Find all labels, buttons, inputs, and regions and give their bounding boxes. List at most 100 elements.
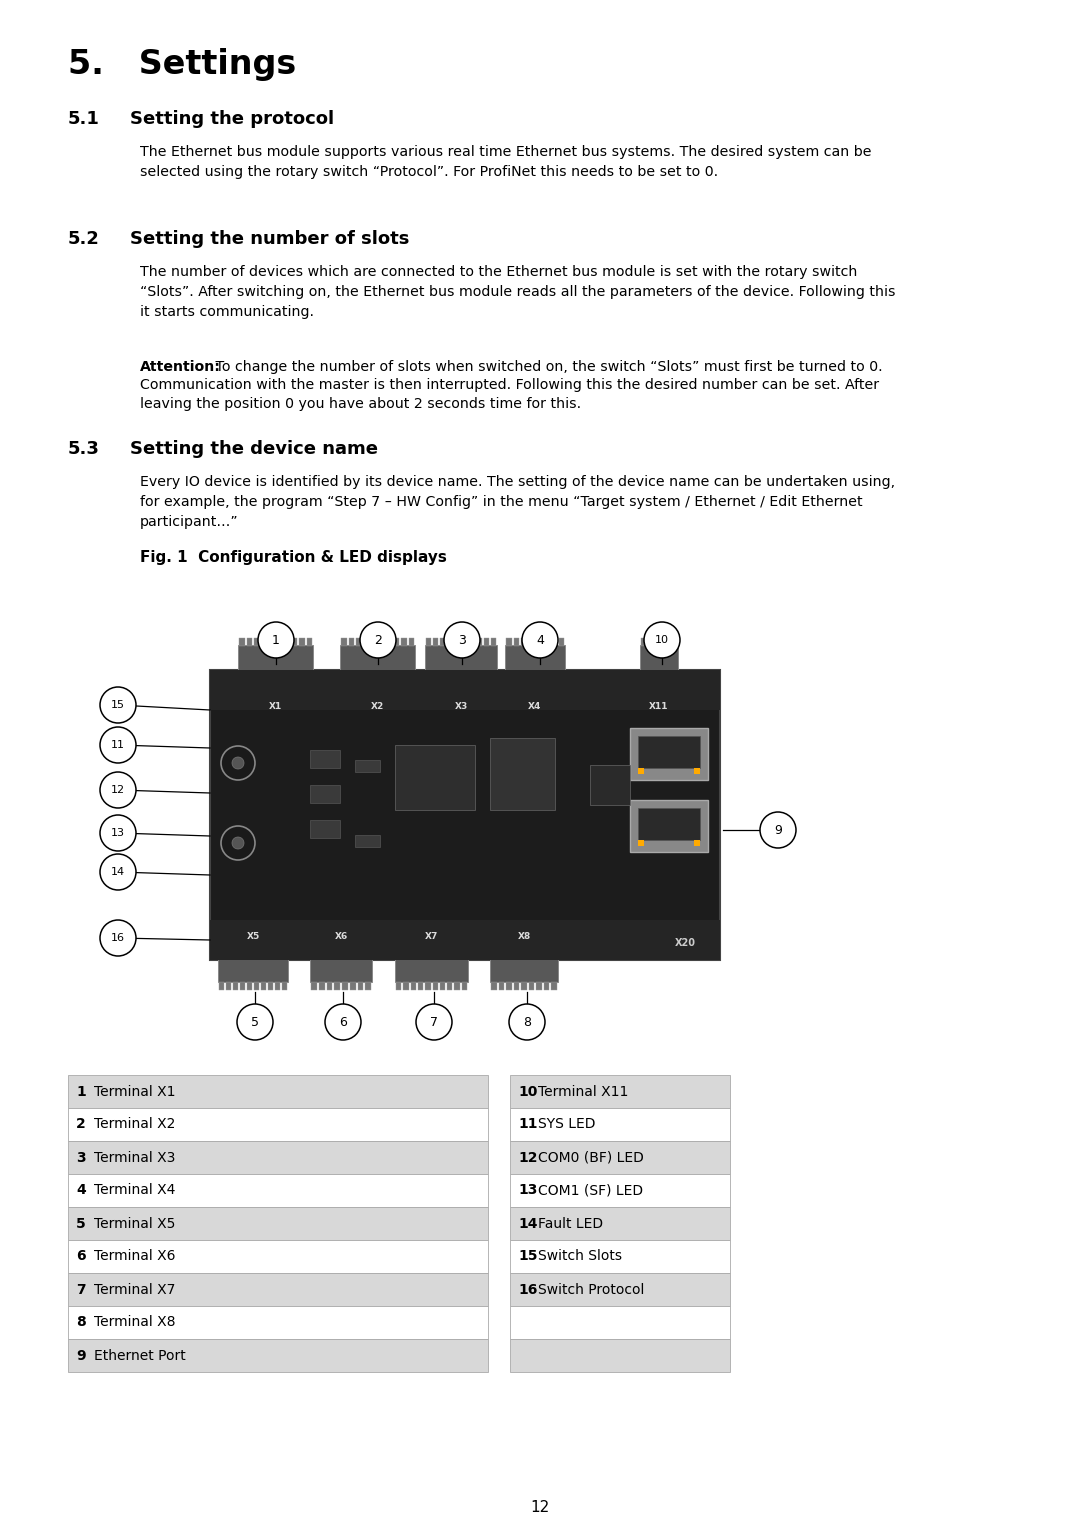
Text: 5.   Settings: 5. Settings	[68, 47, 296, 81]
Bar	[311, 982, 316, 989]
Text: 8: 8	[76, 1315, 85, 1330]
Bar	[522, 982, 527, 989]
Bar	[426, 644, 497, 672]
Bar	[395, 954, 468, 982]
Text: 2: 2	[374, 634, 382, 646]
Bar	[447, 638, 453, 646]
Bar	[510, 1274, 730, 1306]
Bar	[226, 982, 231, 989]
Text: 5: 5	[251, 1015, 259, 1029]
Circle shape	[232, 837, 244, 849]
Text: Fig. 1  Configuration & LED displays: Fig. 1 Configuration & LED displays	[140, 550, 447, 565]
Circle shape	[100, 854, 136, 890]
Bar	[590, 765, 630, 805]
Bar	[276, 638, 282, 646]
Bar	[469, 638, 474, 646]
Bar	[642, 638, 647, 646]
Bar	[544, 982, 550, 989]
Text: Attention:: Attention:	[140, 360, 221, 374]
Circle shape	[522, 621, 558, 658]
Bar	[510, 1339, 730, 1371]
Text: Ethernet Port: Ethernet Port	[94, 1348, 186, 1362]
Bar	[551, 638, 556, 646]
Text: 10: 10	[518, 1084, 538, 1098]
Bar	[210, 670, 720, 960]
Bar	[536, 638, 541, 646]
Bar	[507, 982, 512, 989]
Bar	[275, 982, 280, 989]
Bar	[357, 982, 363, 989]
Bar	[261, 638, 267, 646]
Text: Switch Protocol: Switch Protocol	[538, 1283, 645, 1296]
Bar	[408, 638, 414, 646]
Text: 7: 7	[76, 1283, 85, 1296]
Text: 13: 13	[518, 1183, 538, 1197]
Bar	[455, 638, 460, 646]
Bar	[349, 638, 354, 646]
Bar	[246, 638, 252, 646]
Text: 5.3: 5.3	[68, 440, 99, 458]
Bar	[426, 982, 431, 989]
Bar	[640, 644, 678, 672]
Bar	[630, 800, 708, 852]
Text: 11: 11	[111, 741, 125, 750]
Circle shape	[221, 826, 255, 860]
Text: X20: X20	[675, 938, 696, 948]
Bar	[254, 638, 259, 646]
Text: 12: 12	[530, 1500, 550, 1515]
Bar	[68, 1141, 488, 1174]
Text: 2: 2	[76, 1118, 85, 1132]
Text: 7: 7	[430, 1015, 438, 1029]
Bar	[393, 638, 399, 646]
Bar	[510, 1206, 730, 1240]
Text: X7: X7	[424, 931, 438, 941]
Text: Terminal X3: Terminal X3	[94, 1150, 175, 1165]
Text: leaving the position 0 you have about 2 seconds time for this.: leaving the position 0 you have about 2 …	[140, 397, 581, 411]
Bar	[355, 760, 380, 773]
Bar	[499, 982, 504, 989]
Text: 14: 14	[518, 1217, 538, 1231]
Bar	[441, 638, 446, 646]
Text: 10: 10	[654, 635, 669, 644]
Bar	[68, 1274, 488, 1306]
Text: 13: 13	[111, 828, 125, 838]
Bar	[664, 638, 670, 646]
Bar	[432, 982, 437, 989]
Text: 9: 9	[774, 823, 782, 837]
Circle shape	[232, 757, 244, 770]
Bar	[521, 638, 527, 646]
Bar	[440, 982, 445, 989]
Text: 15: 15	[111, 699, 125, 710]
Bar	[455, 982, 460, 989]
Text: Terminal X5: Terminal X5	[94, 1217, 175, 1231]
Text: X1: X1	[269, 702, 282, 712]
Text: Terminal X1: Terminal X1	[94, 1084, 175, 1098]
Bar	[68, 1240, 488, 1274]
Bar	[490, 738, 555, 809]
Bar	[507, 638, 512, 646]
Text: 6: 6	[76, 1249, 85, 1263]
Text: 16: 16	[518, 1283, 538, 1296]
Bar	[401, 638, 406, 646]
Bar	[269, 638, 274, 646]
Text: Terminal X8: Terminal X8	[94, 1315, 175, 1330]
Circle shape	[100, 919, 136, 956]
Bar	[378, 638, 384, 646]
Bar	[341, 638, 347, 646]
Bar	[292, 638, 297, 646]
Bar	[694, 768, 700, 774]
Bar	[657, 638, 662, 646]
Circle shape	[100, 687, 136, 722]
Bar	[447, 982, 453, 989]
Bar	[649, 638, 654, 646]
Text: COM1 (SF) LED: COM1 (SF) LED	[538, 1183, 643, 1197]
Bar	[513, 638, 519, 646]
Bar	[68, 1206, 488, 1240]
Bar	[334, 982, 340, 989]
Circle shape	[100, 815, 136, 851]
Bar	[476, 638, 482, 646]
Bar	[490, 954, 558, 982]
Bar	[510, 1109, 730, 1141]
Text: 14: 14	[111, 867, 125, 876]
Bar	[310, 954, 372, 982]
